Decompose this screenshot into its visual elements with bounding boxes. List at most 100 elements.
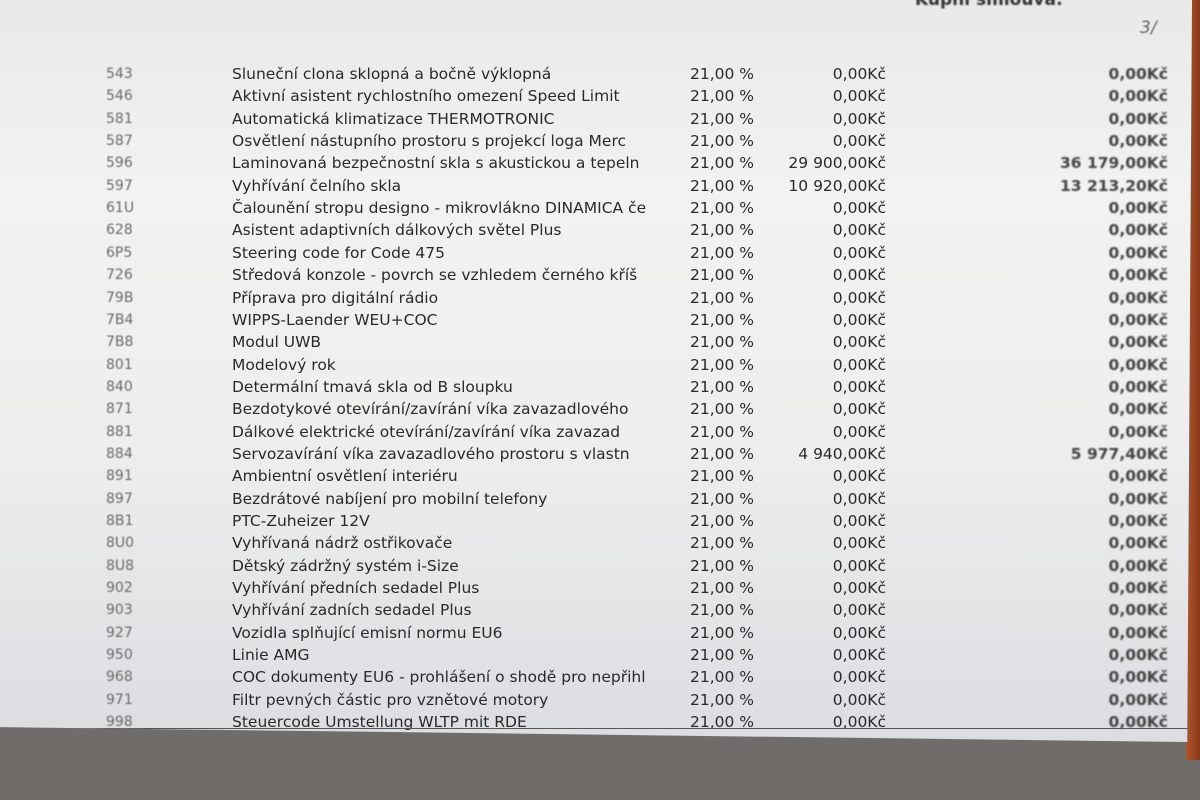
vat-rate: 21,00 % xyxy=(690,601,755,620)
price-gross: 0,00Kč xyxy=(1108,355,1168,374)
vat-rate: 21,00 % xyxy=(690,355,755,374)
price-net: 0,00Kč xyxy=(832,623,886,642)
price-net: 0,00Kč xyxy=(832,243,886,262)
price-gross: 0,00Kč xyxy=(1108,422,1168,441)
option-description: Ambientní osvětlení interiéru xyxy=(232,467,458,486)
price-net: 4 940,00Kč xyxy=(798,444,886,463)
price-net: 0,00Kč xyxy=(832,266,886,285)
price-net: 0,00Kč xyxy=(832,109,886,128)
option-code: 971 xyxy=(106,691,133,708)
table-row: 543 Sluneční clona sklopná a bočně výklop… xyxy=(0,63,1190,85)
option-description: Asistent adaptivních dálkových světel Pl… xyxy=(232,221,562,240)
option-description: Dětský zádržný systém i-Size xyxy=(232,556,459,575)
price-net: 0,00Kč xyxy=(832,87,886,106)
vat-rate: 21,00 % xyxy=(690,109,755,128)
price-gross: 0,00Kč xyxy=(1108,512,1168,530)
price-net: 0,00Kč xyxy=(832,512,886,530)
vat-rate: 21,00 % xyxy=(690,199,755,218)
table-row: 902 Vyhřívání předních sedadel Plus 21,00 … xyxy=(0,577,1190,599)
price-gross: 0,00Kč xyxy=(1108,556,1168,575)
price-gross: 0,00Kč xyxy=(1108,221,1168,240)
table-row: 891 Ambientní osvětlení interiéru 21,00 % 0… xyxy=(0,465,1190,487)
table-row: 628 Asistent adaptivních dálkových světel… xyxy=(0,219,1190,241)
option-description: Čalounění stropu designo - mikrovlákno D… xyxy=(232,199,647,218)
table-row: 8U8 Dětský zádržný systém i-Size 21,00 % 0,… xyxy=(0,555,1190,577)
vat-rate: 21,00 % xyxy=(690,646,755,665)
option-description: PTC-Zuheizer 12V xyxy=(232,512,370,530)
option-code: 903 xyxy=(106,602,133,619)
table-row: 587 Osvětlení nástupního prostoru s proje… xyxy=(0,130,1190,152)
table-row: 971 Filtr pevných částic pro vznětové mot… xyxy=(0,689,1190,711)
price-net: 0,00Kč xyxy=(832,221,886,240)
price-net: 0,00Kč xyxy=(832,400,886,419)
vat-rate: 21,00 % xyxy=(690,489,755,508)
vat-rate: 21,00 % xyxy=(690,176,755,195)
option-description: Steering code for Code 475 xyxy=(232,243,445,262)
table-row: 871 Bezdotykové otevírání/zavírání víka z… xyxy=(0,398,1190,420)
vat-rate: 21,00 % xyxy=(690,377,755,396)
option-description: Steuercode Umstellung WLTP mit RDE xyxy=(232,713,527,732)
price-gross: 0,00Kč xyxy=(1108,467,1168,486)
vat-rate: 21,00 % xyxy=(690,288,755,307)
price-net: 0,00Kč xyxy=(832,713,886,732)
price-gross: 0,00Kč xyxy=(1108,266,1168,285)
price-net: 0,00Kč xyxy=(832,377,886,396)
option-code: 881 xyxy=(106,423,133,440)
table-row: 61U Čalounění stropu designo - mikrovlákn… xyxy=(0,197,1190,219)
vat-rate: 21,00 % xyxy=(690,690,755,709)
price-net: 0,00Kč xyxy=(832,132,886,151)
option-description: Vozidla splňující emisní normu EU6 xyxy=(232,623,503,642)
table-row: 6P5 Steering code for Code 475 21,00 % 0,00… xyxy=(0,242,1190,264)
vat-rate: 21,00 % xyxy=(690,266,755,285)
price-gross: 0,00Kč xyxy=(1108,579,1168,598)
price-net: 10 920,00Kč xyxy=(788,176,886,195)
vat-rate: 21,00 % xyxy=(690,221,755,240)
option-code: 726 xyxy=(106,267,133,284)
price-gross: 0,00Kč xyxy=(1108,601,1168,620)
option-code: 968 xyxy=(106,669,133,686)
option-description: Determální tmavá skla od B sloupku xyxy=(232,377,513,396)
vat-rate: 21,00 % xyxy=(690,623,755,642)
price-gross: 5 977,40Kč xyxy=(1070,444,1168,463)
option-description: Filtr pevných částic pro vznětové motory xyxy=(232,690,549,709)
table-row: 998 Steuercode Umstellung WLTP mit RDE 21,… xyxy=(0,711,1190,733)
price-gross: 0,00Kč xyxy=(1108,87,1168,106)
option-code: 871 xyxy=(106,401,133,418)
vat-rate: 21,00 % xyxy=(690,556,755,575)
option-description: Bezdrátové nabíjení pro mobilní telefony xyxy=(232,489,548,508)
table-row: 897 Bezdrátové nabíjení pro mobilní telef… xyxy=(0,488,1190,510)
vat-rate: 21,00 % xyxy=(690,444,755,463)
table-row: 968 COC dokumenty EU6 - prohlášení o shod… xyxy=(0,666,1190,688)
option-code: 587 xyxy=(106,133,133,150)
option-description: Servozavírání víka zavazadlového prostor… xyxy=(232,444,630,463)
document-page: Kupní smlouva: 3/ 543 Sluneční clona sklo… xyxy=(0,0,1192,742)
price-gross: 0,00Kč xyxy=(1108,400,1168,419)
option-description: Sluneční clona sklopná a bočně výklopná xyxy=(232,65,552,83)
vat-rate: 21,00 % xyxy=(690,713,755,732)
option-code: 927 xyxy=(106,624,133,641)
option-code: 8U8 xyxy=(106,557,135,574)
vat-rate: 21,00 % xyxy=(690,132,755,151)
price-net: 0,00Kč xyxy=(832,690,886,709)
table-bottom-rule xyxy=(10,728,1190,729)
vat-rate: 21,00 % xyxy=(690,534,755,553)
option-description: Příprava pro digitální rádio xyxy=(232,288,439,307)
option-description: COC dokumenty EU6 - prohlášení o shodě p… xyxy=(232,668,646,687)
price-net: 0,00Kč xyxy=(832,467,886,486)
table-row: 597 Vyhřívání čelního skla 21,00 % 10 920,0… xyxy=(0,175,1190,197)
price-gross: 0,00Kč xyxy=(1108,377,1168,396)
price-net: 0,00Kč xyxy=(832,199,886,218)
price-net: 0,00Kč xyxy=(832,288,886,307)
option-code: 61U xyxy=(106,200,135,217)
price-gross: 0,00Kč xyxy=(1108,310,1168,329)
option-code: 581 xyxy=(106,110,133,127)
table-row: 7B4 WIPPS-Laender WEU+COC 21,00 % 0,00Kč 0,0… xyxy=(0,309,1190,331)
vat-rate: 21,00 % xyxy=(690,422,755,441)
table-row: 903 Vyhřívání zadních sedadel Plus 21,00 %… xyxy=(0,599,1190,621)
vat-rate: 21,00 % xyxy=(690,154,755,173)
option-code: 543 xyxy=(106,66,133,82)
option-code: 597 xyxy=(106,177,133,194)
vat-rate: 21,00 % xyxy=(690,243,755,262)
price-gross: 0,00Kč xyxy=(1108,243,1168,262)
option-code: 884 xyxy=(106,445,133,462)
